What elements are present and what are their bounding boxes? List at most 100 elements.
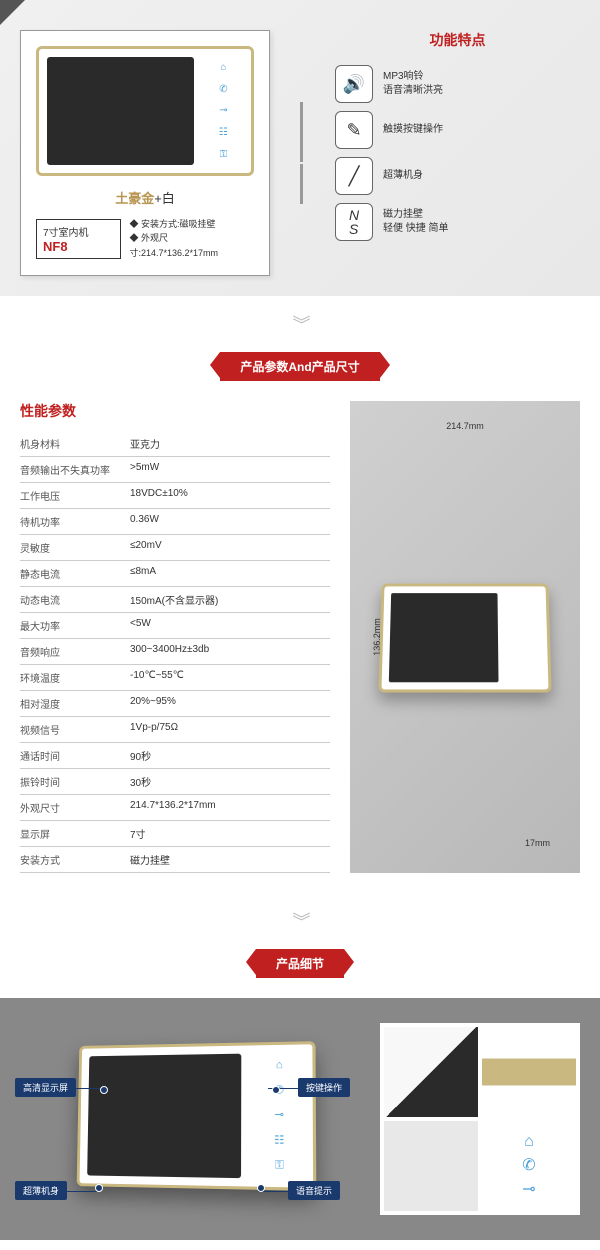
corner-decoration bbox=[0, 0, 25, 25]
spec-row: 安装方式磁力挂壁 bbox=[20, 847, 330, 873]
model-box: 7寸室内机 NF8 bbox=[36, 219, 121, 259]
spec-row: 显示屏7寸 bbox=[20, 821, 330, 847]
feature-icon: ✎ bbox=[335, 111, 373, 149]
spec-label: 最大功率 bbox=[20, 618, 130, 633]
device-render: ⌂✆⊸☷⚿ bbox=[36, 46, 254, 176]
spec-label: 外观尺寸 bbox=[20, 800, 130, 815]
model-label: 7寸室内机 bbox=[43, 228, 89, 239]
chevron-divider bbox=[0, 296, 600, 352]
spec-row: 待机功率0.36W bbox=[20, 509, 330, 535]
detail-screen bbox=[87, 1054, 241, 1178]
spec-label: 通话时间 bbox=[20, 748, 130, 763]
detail-device: ⌂✆⊸☷⚿ bbox=[76, 1041, 316, 1191]
dim-device bbox=[378, 584, 551, 693]
model-code: NF8 bbox=[43, 239, 68, 254]
spec-row: 视频信号1Vp-p/75Ω bbox=[20, 717, 330, 743]
spec-label: 工作电压 bbox=[20, 488, 130, 503]
mini-specs: ◆ 安装方式:磁吸挂壁 ◆ 外观尺寸:214.7*136.2*17mm bbox=[129, 217, 254, 260]
detail-callouts: ⌂✆⊸☷⚿ 高清显示屏 超薄机身 按键操作 语音提示 bbox=[20, 1023, 365, 1215]
device-side-icons: ⌂✆⊸☷⚿ bbox=[204, 57, 243, 165]
spec-value: 90秒 bbox=[130, 748, 330, 763]
grid-screen-closeup bbox=[384, 1027, 478, 1117]
spec-label: 环境温度 bbox=[20, 670, 130, 685]
spec-label: 音频响应 bbox=[20, 644, 130, 659]
detail-grid: ⌂✆⊸ bbox=[380, 1023, 580, 1215]
install-spec: ◆ 安装方式:磁吸挂壁 bbox=[129, 217, 254, 231]
specs-banner: 产品参数And产品尺寸 bbox=[220, 352, 379, 381]
feature-text: MP3响铃语音清晰洪亮 bbox=[383, 70, 443, 98]
grid-back-mount bbox=[384, 1121, 478, 1211]
spec-value: <5W bbox=[130, 618, 330, 633]
spec-label: 音频输出不失真功率 bbox=[20, 462, 130, 477]
spec-label: 视频信号 bbox=[20, 722, 130, 737]
spec-value: 300~3400Hz±3db bbox=[130, 644, 330, 659]
model-row: 7寸室内机 NF8 ◆ 安装方式:磁吸挂壁 ◆ 外观尺寸:214.7*136.2… bbox=[36, 217, 254, 260]
dim-width: 214.7mm bbox=[446, 421, 484, 431]
spec-label: 安装方式 bbox=[20, 852, 130, 867]
features-list: 功能特点 🔊 MP3响铃语音清晰洪亮 ✎ 触摸按键操作 ╱ 超薄机身 NS 磁力挂壁轻便 快捷… bbox=[335, 30, 580, 276]
feature-text: 触摸按键操作 bbox=[383, 123, 443, 137]
spec-row: 音频响应300~3400Hz±3db bbox=[20, 639, 330, 665]
spec-label: 动态电流 bbox=[20, 592, 130, 607]
device-screen bbox=[47, 57, 194, 165]
spec-label: 机身材料 bbox=[20, 436, 130, 451]
size-spec: ◆ 外观尺寸:214.7*136.2*17mm bbox=[129, 231, 254, 260]
feature-icon: 🔊 bbox=[335, 65, 373, 103]
product-color-title: 土豪金+白 bbox=[36, 188, 254, 207]
callout-dot bbox=[95, 1184, 103, 1192]
spec-row: 通话时间90秒 bbox=[20, 743, 330, 769]
spec-value: 214.7*136.2*17mm bbox=[130, 800, 330, 815]
color-gold: 土豪金 bbox=[115, 191, 154, 206]
feature-icon: NS bbox=[335, 203, 373, 241]
spec-row: 动态电流150mA(不含显示器) bbox=[20, 587, 330, 613]
spec-value: 30秒 bbox=[130, 774, 330, 789]
spec-value: 亚克力 bbox=[130, 436, 330, 451]
callout-display: 高清显示屏 bbox=[15, 1078, 76, 1097]
spec-value: 0.36W bbox=[130, 514, 330, 529]
spec-row: 静态电流≤8mA bbox=[20, 561, 330, 587]
arrow-separator bbox=[290, 30, 335, 276]
specs-section: 性能参数 机身材料亚克力音频输出不失真功率>5mW工作电压18VDC±10%待机… bbox=[0, 401, 600, 893]
spec-label: 灵敏度 bbox=[20, 540, 130, 555]
spec-value: >5mW bbox=[130, 462, 330, 477]
features-title: 功能特点 bbox=[335, 30, 580, 50]
banner-wrap: 产品细节 bbox=[0, 949, 600, 978]
grid-side-profile bbox=[482, 1027, 576, 1117]
hero-section: ⌂✆⊸☷⚿ 土豪金+白 7寸室内机 NF8 ◆ 安装方式:磁吸挂壁 ◆ 外观尺寸… bbox=[0, 0, 600, 296]
banner-wrap: 产品参数And产品尺寸 bbox=[0, 352, 600, 381]
callout-slim: 超薄机身 bbox=[15, 1181, 67, 1200]
details-section: ⌂✆⊸☷⚿ 高清显示屏 超薄机身 按键操作 语音提示 ⌂✆⊸ bbox=[0, 998, 600, 1240]
spec-label: 静态电流 bbox=[20, 566, 130, 581]
spec-row: 外观尺寸214.7*136.2*17mm bbox=[20, 795, 330, 821]
spec-value: -10℃~55℃ bbox=[130, 670, 330, 685]
chevron-divider bbox=[0, 893, 600, 949]
spec-row: 音频输出不失真功率>5mW bbox=[20, 457, 330, 483]
callout-voice: 语音提示 bbox=[288, 1181, 340, 1200]
feature-item: 🔊 MP3响铃语音清晰洪亮 bbox=[335, 65, 580, 103]
feature-item: ╱ 超薄机身 bbox=[335, 157, 580, 195]
feature-text: 超薄机身 bbox=[383, 169, 423, 183]
callout-buttons: 按键操作 bbox=[298, 1078, 350, 1097]
color-white: +白 bbox=[154, 191, 175, 206]
spec-row: 工作电压18VDC±10% bbox=[20, 483, 330, 509]
spec-value: ≤8mA bbox=[130, 566, 330, 581]
product-card: ⌂✆⊸☷⚿ 土豪金+白 7寸室内机 NF8 ◆ 安装方式:磁吸挂壁 ◆ 外观尺寸… bbox=[20, 30, 270, 276]
spec-row: 相对湿度20%~95% bbox=[20, 691, 330, 717]
spec-value: 150mA(不含显示器) bbox=[130, 592, 330, 607]
feature-item: ✎ 触摸按键操作 bbox=[335, 111, 580, 149]
spec-row: 灵敏度≤20mV bbox=[20, 535, 330, 561]
spec-value: 18VDC±10% bbox=[130, 488, 330, 503]
feature-icon: ╱ bbox=[335, 157, 373, 195]
specs-table: 性能参数 机身材料亚克力音频输出不失真功率>5mW工作电压18VDC±10%待机… bbox=[20, 401, 330, 873]
spec-row: 机身材料亚克力 bbox=[20, 431, 330, 457]
spec-value: 磁力挂壁 bbox=[130, 852, 330, 867]
spec-value: 1Vp-p/75Ω bbox=[130, 722, 330, 737]
spec-label: 相对湿度 bbox=[20, 696, 130, 711]
dimensions-diagram: 214.7mm 136.2mm 17mm bbox=[350, 401, 580, 873]
detail-icons: ⌂✆⊸☷⚿ bbox=[254, 1053, 304, 1180]
feature-text: 磁力挂壁轻便 快捷 简单 bbox=[383, 208, 449, 236]
spec-label: 显示屏 bbox=[20, 826, 130, 841]
details-banner: 产品细节 bbox=[256, 949, 344, 978]
dim-screen bbox=[389, 593, 499, 682]
spec-label: 振铃时间 bbox=[20, 774, 130, 789]
